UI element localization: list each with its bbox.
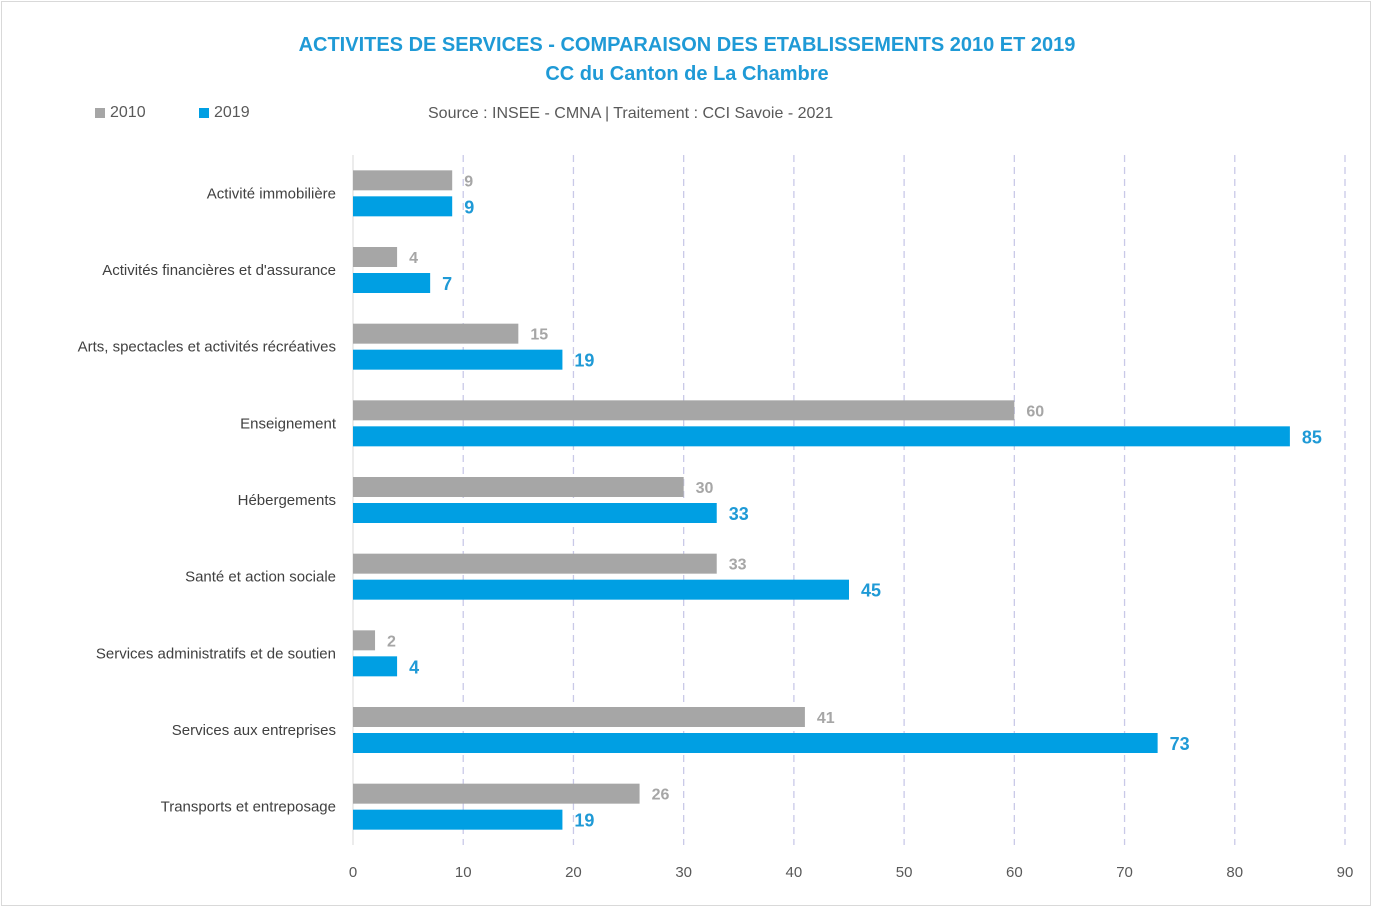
bar-2019 [353, 273, 431, 293]
x-tick-label: 60 [1006, 864, 1023, 881]
chart-title: ACTIVITES DE SERVICES - COMPARAISON DES … [298, 34, 1076, 56]
category-label: Hébergements [238, 492, 336, 509]
bar-2010 [353, 170, 453, 191]
data-label-2019: 19 [574, 811, 594, 831]
x-tick-label: 90 [1337, 864, 1354, 881]
x-tick-label: 10 [455, 864, 472, 881]
data-label-2010: 2 [387, 633, 396, 650]
category-label: Transports et entreposage [161, 799, 336, 816]
bar-2010 [353, 630, 376, 651]
bar-2010 [353, 323, 519, 344]
bar-2010 [353, 247, 398, 267]
x-tick-label: 80 [1226, 864, 1243, 881]
data-label-2010: 41 [817, 710, 835, 727]
data-label-2019: 85 [1302, 427, 1322, 447]
legend-swatch-2010 [95, 108, 105, 118]
data-label-2019: 73 [1170, 734, 1190, 754]
data-label-2010: 33 [729, 557, 747, 574]
data-label-2019: 4 [409, 657, 419, 677]
category-label: Services aux entreprises [172, 722, 336, 739]
bar-2019 [353, 579, 849, 600]
x-tick-label: 70 [1116, 864, 1133, 881]
category-label: Activités financières et d'assurance [102, 262, 336, 279]
data-label-2019: 45 [861, 581, 881, 601]
bar-2010 [353, 477, 684, 497]
legend-label-2010: 2010 [110, 104, 146, 121]
bar-2010 [353, 553, 717, 574]
bar-2019 [353, 196, 453, 217]
category-label: Enseignement [240, 415, 337, 432]
x-tick-label: 40 [786, 864, 803, 881]
data-label-2010: 60 [1026, 403, 1044, 420]
data-label-2010: 30 [696, 480, 714, 497]
data-label-2010: 9 [464, 173, 473, 190]
bar-2019 [353, 426, 1290, 447]
bar-2019 [353, 733, 1158, 753]
x-tick-label: 20 [565, 864, 582, 881]
bar-2019 [353, 349, 563, 370]
chart-subtitle: CC du Canton de La Chambre [545, 63, 829, 85]
legend-item-2019: 2019 [199, 104, 250, 122]
x-tick-label: 0 [349, 864, 357, 881]
source-note: Source : INSEE - CMNA | Traitement : CCI… [428, 105, 834, 122]
bar-2019 [353, 503, 717, 523]
category-label: Services administratifs et de soutien [96, 645, 336, 662]
bar-2010 [353, 707, 805, 727]
bar-2010 [353, 400, 1015, 421]
x-tick-label: 30 [675, 864, 692, 881]
data-label-2019: 9 [464, 197, 474, 217]
data-label-2019: 33 [729, 504, 749, 524]
data-label-2019: 7 [442, 274, 452, 294]
data-label-2019: 19 [574, 351, 594, 371]
data-label-2010: 15 [530, 327, 548, 344]
category-label: Activité immobilière [207, 185, 336, 202]
legend-swatch-2019 [199, 108, 209, 118]
category-label: Arts, spectacles et activités récréative… [78, 339, 336, 356]
category-label: Santé et action sociale [185, 569, 336, 586]
data-label-2010: 4 [409, 250, 418, 267]
legend-label-2019: 2019 [214, 104, 250, 121]
x-tick-label: 50 [896, 864, 913, 881]
bar-2019 [353, 809, 563, 830]
bar-2010 [353, 783, 640, 804]
bar-2019 [353, 656, 398, 677]
legend-item-2010: 2010 [95, 104, 146, 122]
data-label-2010: 26 [652, 787, 670, 804]
